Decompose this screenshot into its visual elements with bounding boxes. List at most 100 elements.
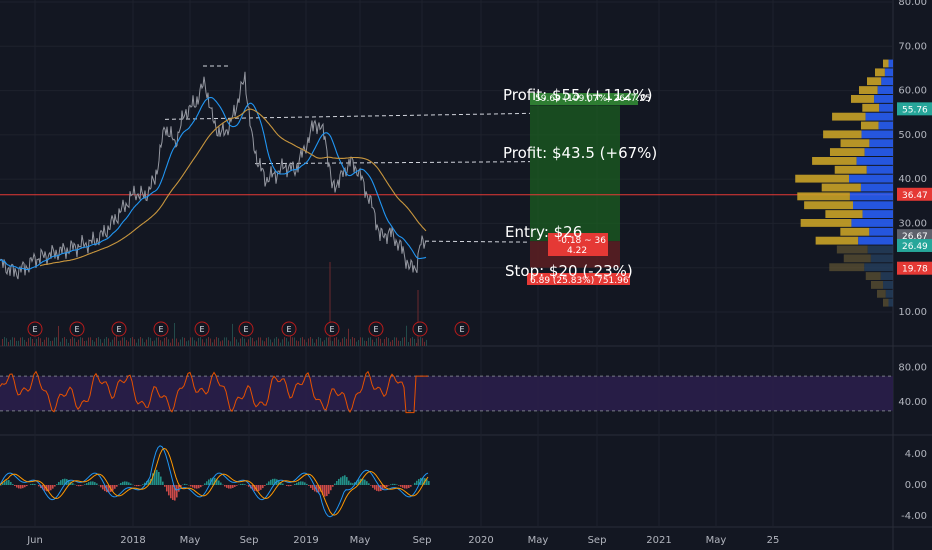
volume-bar — [346, 338, 347, 346]
macd-axis-tick: 0.00 — [905, 480, 927, 491]
volume-bar — [308, 338, 309, 346]
macd-histogram-bar — [104, 485, 106, 492]
time-axis-tick: 25 — [767, 535, 780, 546]
macd-histogram-bar — [42, 485, 44, 490]
volume-bar — [160, 340, 161, 346]
macd-histogram-bar — [378, 485, 380, 492]
macd-histogram-bar — [78, 485, 80, 487]
macd-histogram-bar — [134, 485, 136, 486]
macd-histogram-bar — [338, 478, 340, 485]
macd-histogram-bar — [304, 482, 306, 485]
macd-histogram-bar — [30, 484, 32, 485]
macd-histogram-bar — [364, 479, 366, 485]
volume-profile-bar-buy — [869, 139, 893, 148]
macd-panel[interactable] — [0, 445, 430, 518]
macd-histogram-bar — [390, 484, 392, 485]
volume-bar — [358, 340, 359, 346]
volume-bar — [12, 337, 13, 346]
volume-profile-bar-buy — [860, 183, 893, 192]
volume-bar — [96, 338, 97, 346]
volume-bar — [268, 337, 269, 346]
volume-bar — [320, 338, 321, 346]
volume-bar — [56, 337, 57, 346]
volume-bar — [338, 339, 339, 346]
macd-histogram-bar — [406, 485, 408, 489]
macd-histogram-bar — [20, 485, 22, 489]
macd-histogram-bar — [138, 485, 140, 487]
volume-bar — [130, 338, 131, 346]
volume-profile-bar-sell — [836, 245, 868, 254]
price-axis[interactable]: 80.00 70.00 60.00 50.00 40.00 30.00 10.00 55.76… — [897, 0, 932, 522]
macd-histogram-bar — [342, 476, 344, 485]
macd-histogram-bar — [256, 485, 258, 492]
volume-bar — [206, 338, 207, 346]
rsi-panel[interactable] — [0, 370, 893, 414]
volume-bar — [270, 339, 271, 346]
macd-histogram-bar — [414, 482, 416, 485]
volume-bar — [88, 337, 89, 346]
volume-bar — [212, 342, 213, 346]
volume-bar — [132, 337, 133, 346]
macd-histogram-bar — [92, 481, 94, 485]
earnings-marker: E — [368, 321, 384, 337]
volume-profile-bar-sell — [804, 201, 854, 210]
macd-histogram-bar — [322, 485, 324, 496]
time-axis-tick: 2018 — [120, 535, 145, 546]
volume-bar — [2, 338, 3, 346]
volume-bar — [118, 341, 119, 346]
macd-histogram-bar — [172, 485, 174, 500]
macd-histogram-bar — [12, 484, 14, 485]
macd-histogram-bar — [124, 481, 126, 485]
volume-bar — [226, 337, 227, 346]
volume-bar — [78, 339, 79, 346]
volume-bar — [298, 341, 299, 346]
volume-profile-bar-sell — [843, 254, 871, 263]
volume-bar — [120, 340, 121, 346]
macd-histogram-bar — [288, 485, 290, 487]
macd-histogram-bar — [156, 469, 158, 485]
macd-histogram-bar — [334, 483, 336, 485]
macd-histogram-bar — [408, 485, 410, 488]
volume-bar — [100, 339, 101, 346]
volume-profile-bar-buy — [864, 263, 893, 272]
volume-profile-bar-sell — [795, 174, 850, 183]
volume-bar — [72, 337, 73, 346]
volume-bar — [362, 337, 363, 346]
time-axis-tick: Sep — [413, 535, 432, 546]
earnings-marker-circle — [368, 321, 384, 337]
time-axis-tick: Sep — [588, 535, 607, 546]
macd-histogram-bar — [58, 482, 60, 485]
volume-bar — [156, 337, 157, 346]
macd-histogram-bar — [44, 485, 46, 491]
volume-bar — [372, 339, 373, 346]
volume-profile-bar-buy — [865, 112, 893, 121]
volume-bar — [50, 340, 51, 346]
volume-profile-bar-buy — [851, 219, 893, 227]
macd-histogram-bar — [332, 485, 334, 487]
macd-histogram-bar — [142, 484, 144, 485]
volume-bar — [112, 339, 113, 346]
earnings-marker-label: E — [459, 325, 464, 334]
macd-histogram-bar — [192, 485, 194, 488]
volume-bar — [310, 337, 311, 346]
volume-bar — [92, 340, 93, 346]
macd-histogram-bar — [148, 479, 150, 485]
earnings-marker: E — [194, 321, 210, 337]
macd-histogram-bar — [410, 485, 412, 487]
moving-average-slow — [39, 108, 427, 267]
volume-bar — [302, 337, 303, 346]
macd-histogram-bar — [398, 485, 400, 486]
price-label-bg — [897, 261, 932, 275]
macd-histogram-bar — [244, 484, 246, 485]
volume-bar — [128, 341, 129, 346]
volume-bar — [384, 339, 385, 346]
macd-histogram-bar — [234, 485, 236, 487]
time-axis[interactable]: Jun 2018 May Sep 2019 May Sep 2020 May Sep 2021 May… — [26, 535, 779, 546]
volume-bar — [240, 338, 241, 346]
volume-profile-bar-sell — [840, 139, 870, 148]
macd-histogram-bar — [290, 485, 292, 486]
price-label-text: 36.47 — [902, 191, 928, 201]
